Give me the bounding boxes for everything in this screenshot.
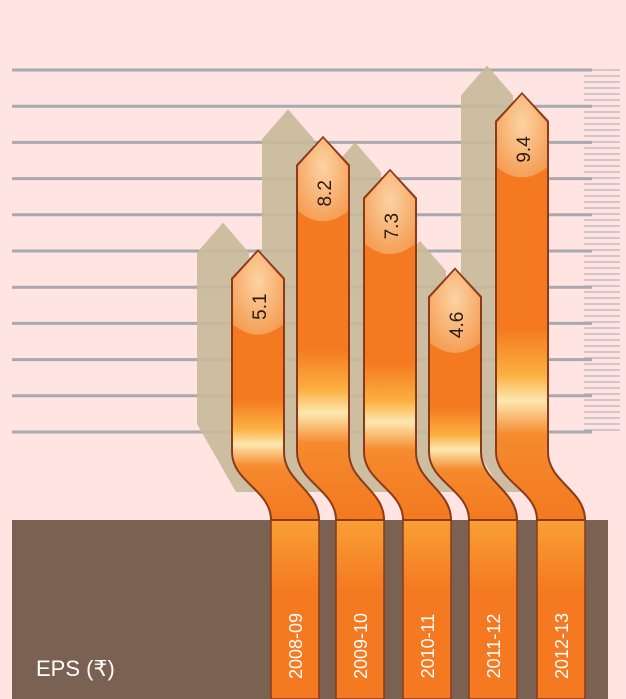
tick-label: 2008-09 <box>286 613 306 679</box>
tick-label: 2010-11 <box>418 614 438 679</box>
bar-stem <box>468 519 518 699</box>
bar-cap <box>233 251 283 335</box>
tick-label: 2011-12 <box>484 614 504 679</box>
chart-title: EPS (₹) <box>36 656 115 681</box>
data-label: 7.3 <box>382 213 403 239</box>
data-label: 9.4 <box>514 136 535 163</box>
bar-stem <box>270 519 320 699</box>
bar-cap <box>298 138 348 222</box>
bar-stem <box>402 519 452 699</box>
bar-cap <box>430 269 480 353</box>
bar-cap <box>365 171 415 255</box>
data-label: 5.1 <box>250 293 271 319</box>
bar <box>296 135 386 521</box>
bar <box>495 91 587 521</box>
bar-stem <box>335 519 385 699</box>
tick-label: 2009-10 <box>351 613 371 679</box>
data-label: 4.6 <box>447 312 468 338</box>
tick-label: 2012-13 <box>552 613 572 679</box>
bar <box>363 168 453 521</box>
data-label: 8.2 <box>315 180 336 206</box>
bar-cap <box>497 94 547 178</box>
